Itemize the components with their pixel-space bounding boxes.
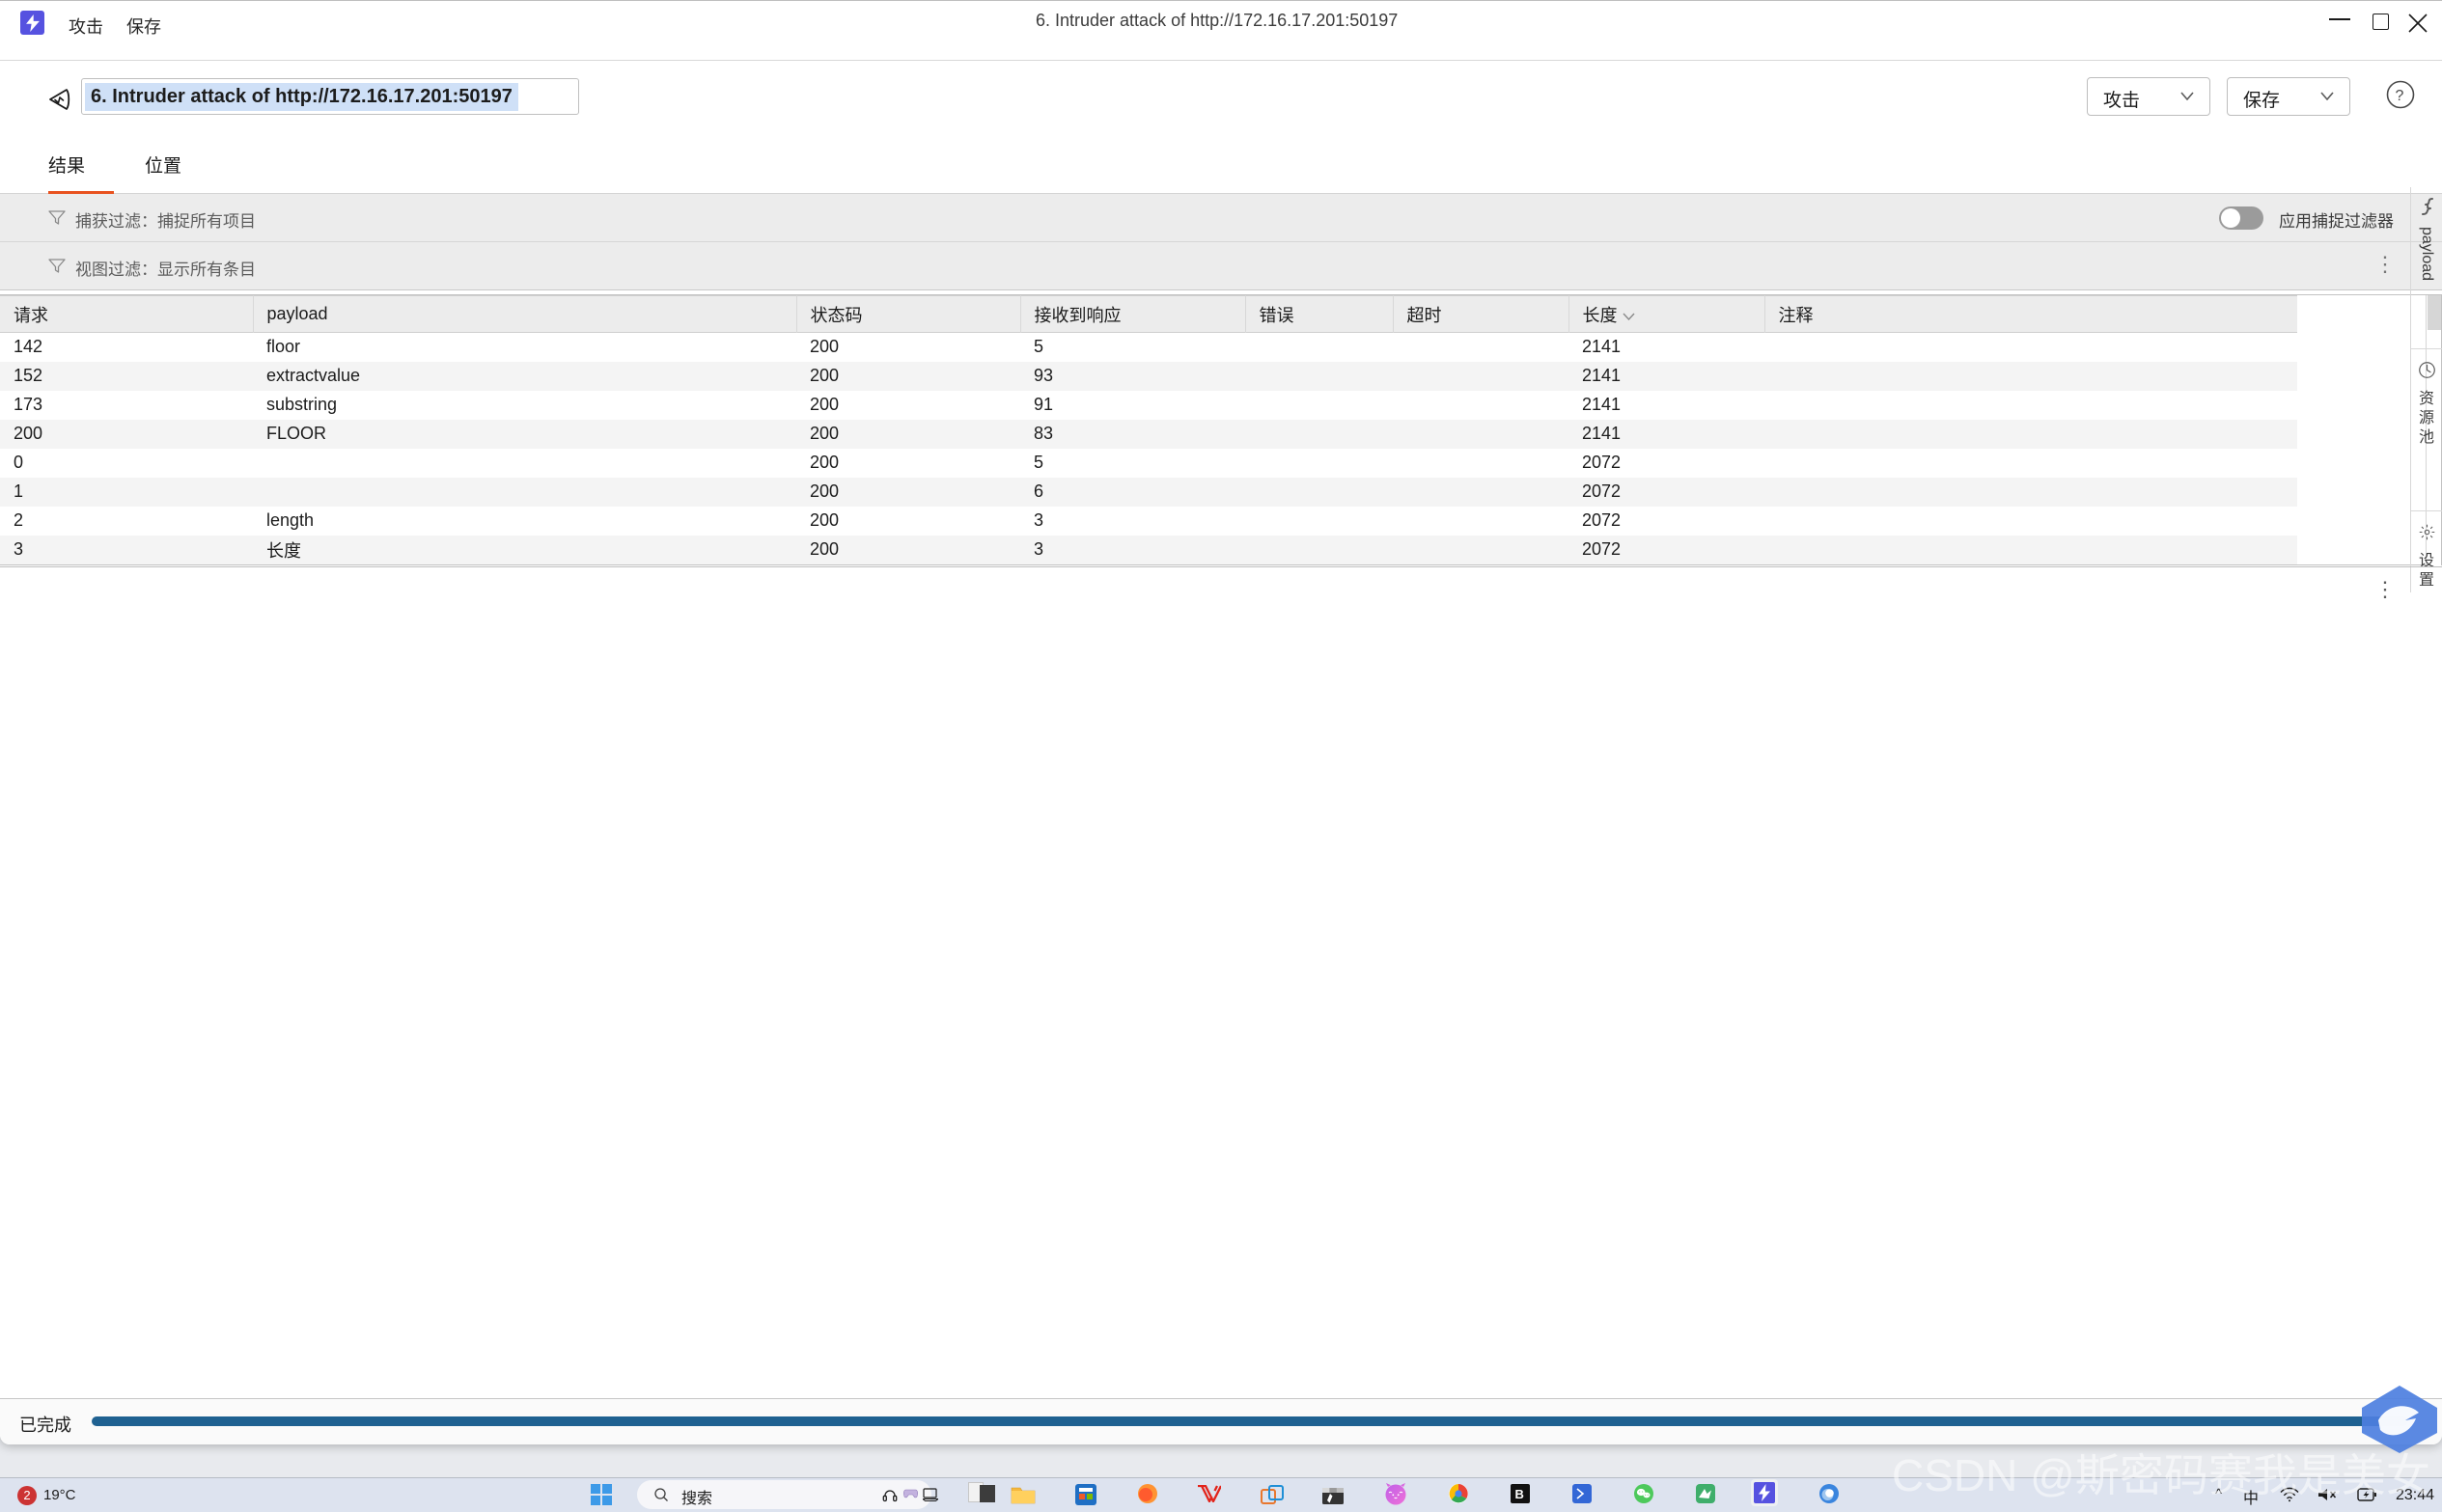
svg-text:B: B bbox=[1515, 1487, 1524, 1501]
svg-text:?: ? bbox=[2396, 88, 2404, 104]
